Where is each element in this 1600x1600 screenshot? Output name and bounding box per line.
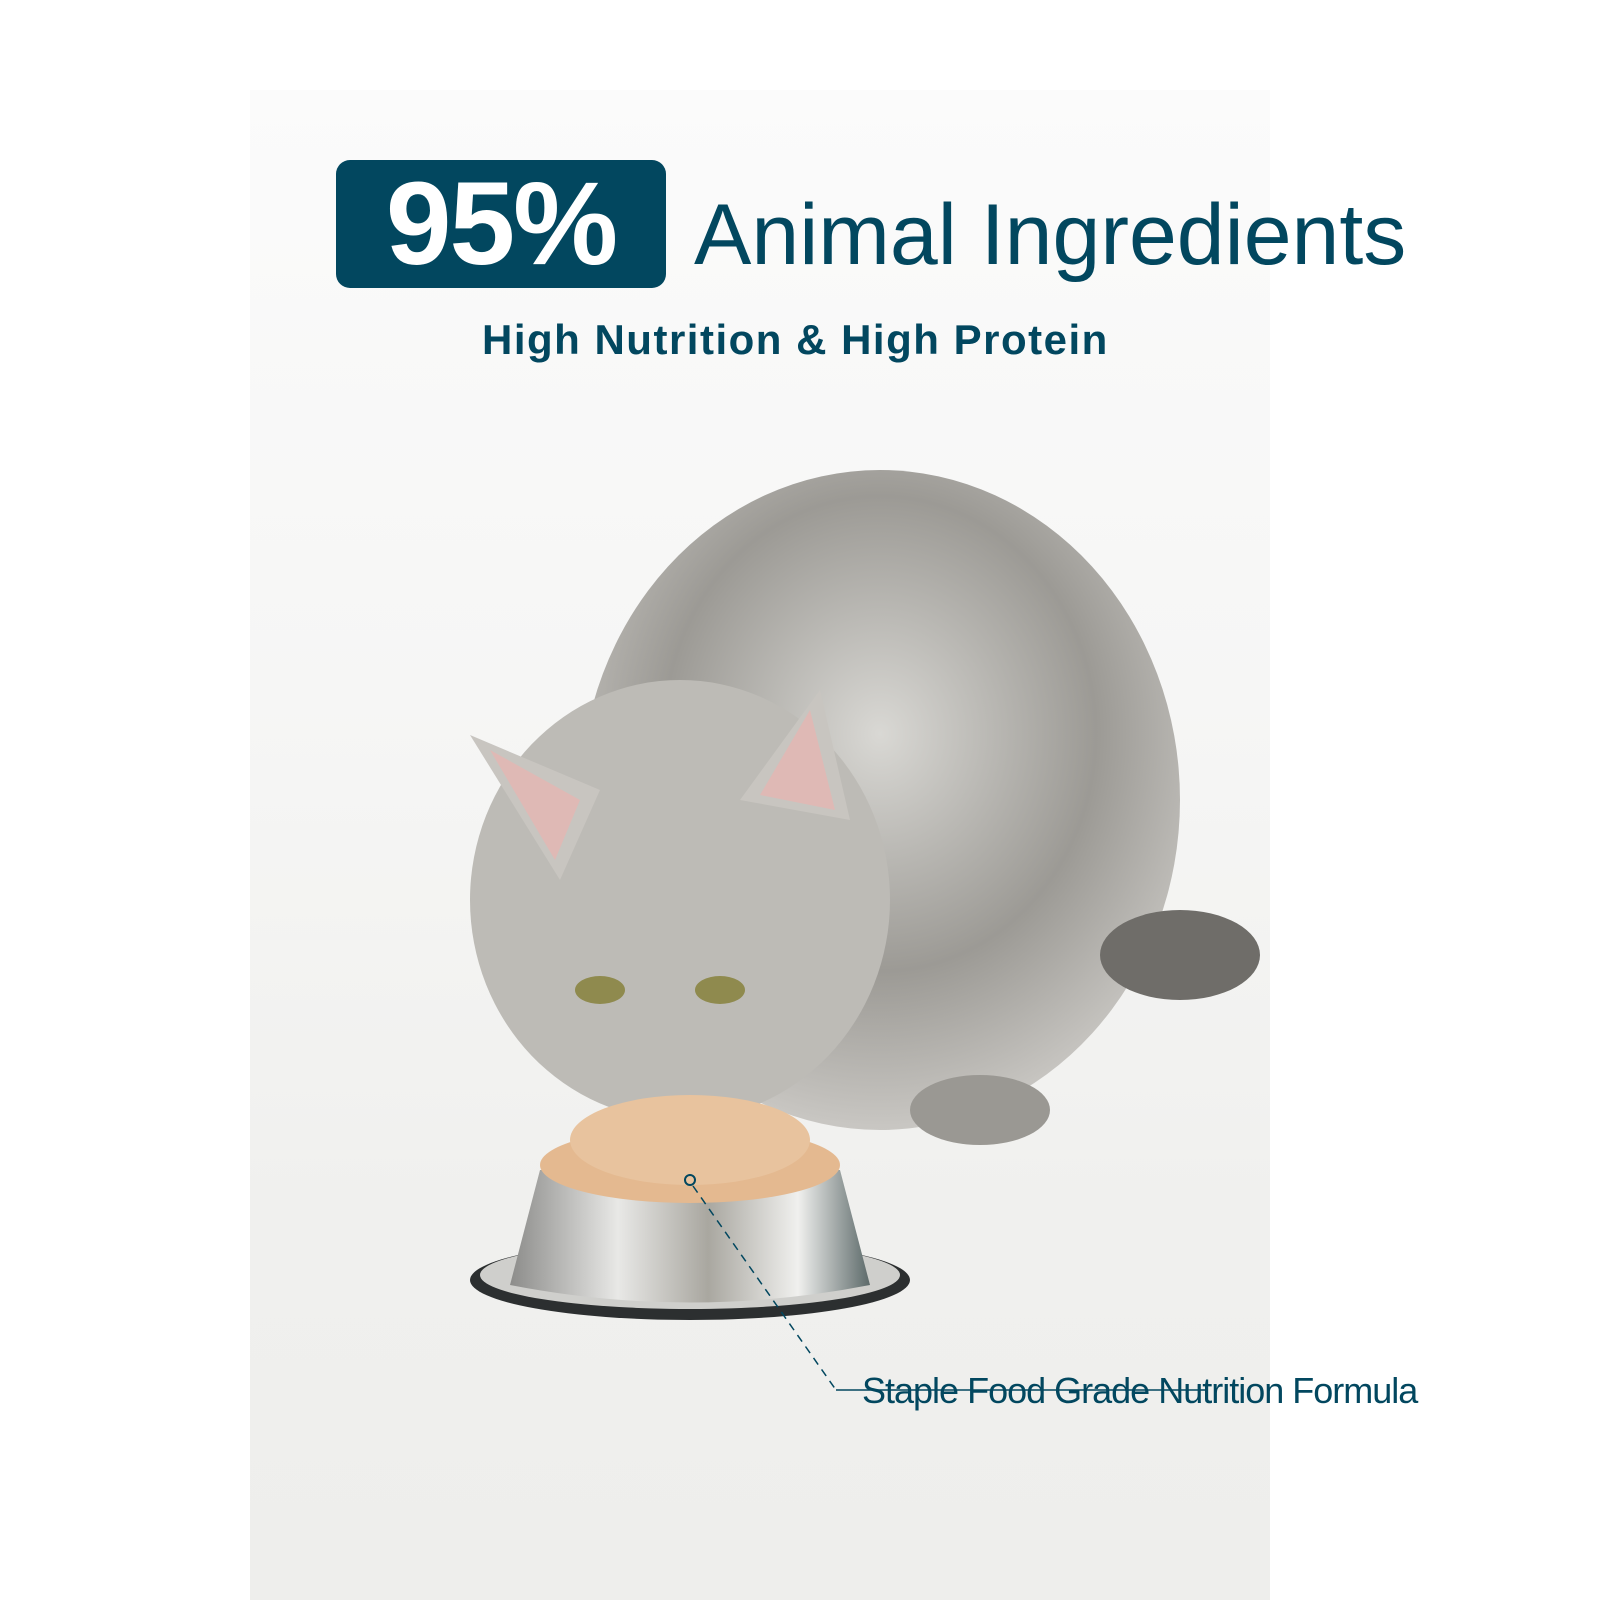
food-bowl	[470, 1095, 910, 1320]
headline-title: Animal Ingredients	[694, 187, 1407, 283]
cat-body	[470, 470, 1260, 1145]
percentage-value: 95%	[385, 158, 618, 290]
callout-label: Staple Food Grade Nutrition Formula	[862, 1370, 1418, 1411]
callout-leader-line	[684, 1174, 1205, 1391]
percentage-badge: 95%	[336, 160, 666, 288]
subtitle: High Nutrition & High Protein	[482, 316, 1109, 363]
